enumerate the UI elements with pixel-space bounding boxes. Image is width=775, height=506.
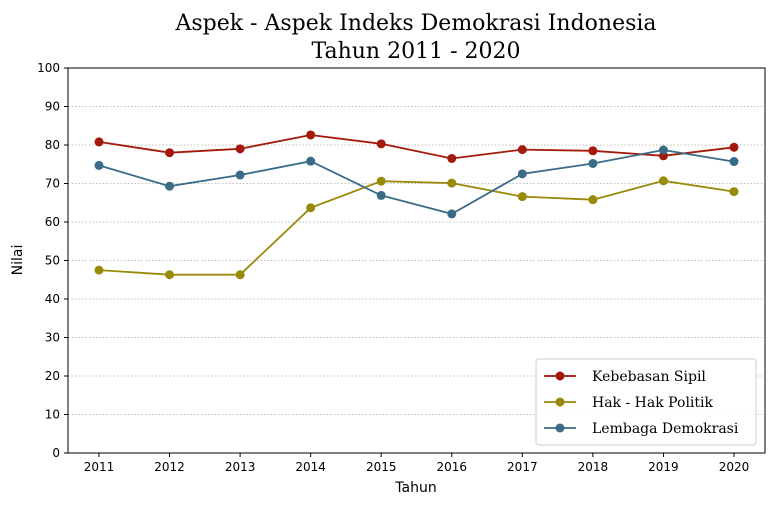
x-tick-label: 2013 — [225, 460, 256, 474]
data-point — [588, 195, 598, 205]
plot-frame — [67, 67, 766, 454]
legend: Kebebasan Sipil Hak - Hak Politik Lembaga … — [535, 358, 757, 446]
data-point — [517, 145, 527, 155]
y-tick-label: 10 — [45, 408, 60, 422]
chart-title-line-2: Tahun 2011 - 2020 — [312, 39, 521, 64]
x-tick-label: 2020 — [719, 460, 750, 474]
legend-swatch-marker — [555, 423, 565, 433]
y-axis-label: Nilai — [10, 245, 26, 276]
y-tick-label: 30 — [45, 331, 60, 345]
data-point — [447, 153, 457, 163]
data-point — [165, 148, 175, 158]
x-tick-label: 2017 — [507, 460, 538, 474]
data-point — [588, 146, 598, 156]
data-point — [165, 270, 175, 280]
data-point — [165, 181, 175, 191]
data-point — [235, 270, 245, 280]
legend-label: Lembaga Demokrasi — [592, 421, 739, 437]
legend-label: Hak - Hak Politik — [592, 395, 713, 411]
data-point — [588, 158, 598, 168]
data-point — [729, 142, 739, 152]
data-point — [517, 192, 527, 202]
data-point — [517, 169, 527, 179]
y-tick-label: 0 — [52, 446, 60, 460]
x-tick-label: 2012 — [154, 460, 185, 474]
legend-swatch-marker — [555, 397, 565, 407]
y-tick-label: 60 — [45, 215, 60, 229]
data-point — [306, 130, 316, 140]
y-tick-label: 90 — [45, 100, 60, 114]
data-point — [658, 145, 668, 155]
data-point — [306, 156, 316, 166]
data-point — [376, 190, 386, 200]
data-point — [306, 203, 316, 213]
data-point — [658, 176, 668, 186]
x-tick-label: 2019 — [648, 460, 679, 474]
y-axis-ticks: 0 10 20 30 40 50 60 70 80 90 100 — [37, 61, 68, 460]
data-point — [94, 137, 104, 147]
series-line-0 — [98, 134, 735, 160]
legend-swatch-marker — [555, 371, 565, 381]
data-point — [376, 139, 386, 149]
data-point — [376, 176, 386, 186]
data-point — [235, 170, 245, 180]
data-point — [447, 178, 457, 188]
data-point — [94, 265, 104, 275]
legend-label: Kebebasan Sipil — [592, 369, 706, 385]
data-point — [235, 144, 245, 154]
x-axis-ticks: 2011 2012 2013 2014 2015 2016 2017 2018 2019 2020 — [84, 453, 750, 474]
series-line-1 — [98, 179, 735, 276]
y-tick-label: 50 — [45, 254, 60, 268]
x-tick-label: 2016 — [437, 460, 468, 474]
y-tick-label: 40 — [45, 292, 60, 306]
data-point — [447, 209, 457, 219]
legend-box — [535, 358, 757, 446]
x-tick-label: 2014 — [295, 460, 326, 474]
x-axis-label: Tahun — [394, 480, 436, 496]
series-line-2 — [98, 149, 735, 215]
x-tick-label: 2018 — [578, 460, 609, 474]
x-tick-label: 2011 — [84, 460, 115, 474]
data-point — [729, 157, 739, 167]
data-point — [729, 187, 739, 197]
y-tick-label: 100 — [37, 61, 60, 75]
y-tick-label: 20 — [45, 369, 60, 383]
y-tick-label: 70 — [45, 177, 60, 191]
x-tick-label: 2015 — [366, 460, 397, 474]
data-point — [94, 160, 104, 170]
series-lines — [94, 130, 739, 280]
chart-title-line-1: Aspek - Aspek Indeks Demokrasi Indonesia — [174, 11, 656, 36]
y-tick-label: 80 — [45, 138, 60, 152]
